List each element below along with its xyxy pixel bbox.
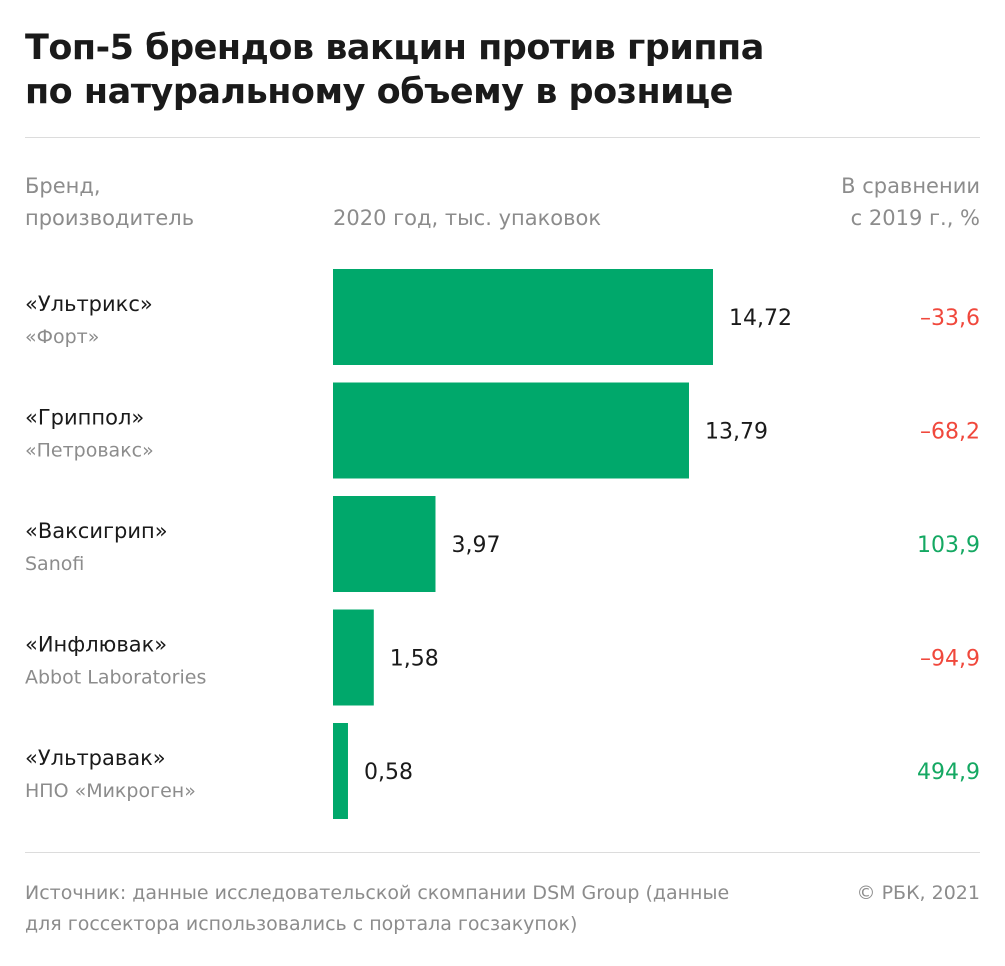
bottom-divider [25, 852, 980, 853]
brand-label: «Ваксигрип» [25, 519, 168, 543]
top-divider [25, 137, 980, 138]
brand-column-header: Бренд, производитель [25, 170, 194, 234]
bar [333, 723, 348, 819]
value-column-header: 2020 год, тыс. упаковок [333, 206, 602, 230]
chart-title-line2: по натуральному объему в рознице [25, 72, 733, 112]
producer-label: НПО «Микроген» [25, 780, 196, 802]
bar [333, 269, 713, 365]
producer-label: Abbot Laboratories [25, 667, 206, 689]
producer-label: Sanofi [25, 553, 84, 575]
brand-label: «Ультравак» [25, 746, 166, 770]
bar-chart: «Ультрикс» «Форт» 14,72 –33,6 «Гриппол» «Петр… [25, 269, 980, 819]
brand-label: «Ультрикс» [25, 292, 153, 316]
producer-label: «Форт» [25, 326, 99, 348]
brand-header-line2: производитель [25, 206, 195, 230]
bar-value-label: 0,58 [364, 760, 413, 785]
change-value-label: –68,2 [920, 420, 980, 445]
bar [333, 609, 374, 706]
bar-value-label: 1,58 [390, 647, 439, 672]
change-header-line2: с 2019 г., % [850, 206, 980, 230]
change-header-line1: В сравнении [841, 174, 980, 198]
brand-label: «Гриппол» [25, 406, 144, 430]
bar [333, 496, 436, 592]
brand-label: «Инфлювак» [25, 633, 167, 657]
chart-title-line1: Топ-5 брендов вакцин против гриппа [25, 28, 764, 68]
bar-value-label: 3,97 [451, 533, 500, 558]
change-value-label: 494,9 [917, 760, 980, 785]
change-value-label: 103,9 [917, 533, 980, 558]
change-column-header: В сравнении с 2019 г., % [841, 170, 980, 234]
bar [333, 382, 689, 479]
change-value-label: –33,6 [920, 306, 980, 331]
change-value-label: –94,9 [920, 647, 980, 672]
bar-value-label: 14,72 [729, 306, 792, 331]
source-note-line1: Источник: данные исследовательской скомп… [25, 882, 730, 904]
source-note: Источник: данные исследовательской скомп… [25, 878, 795, 940]
source-note-line2: для госсектора использовались с портала … [25, 913, 578, 935]
copyright: © РБК, 2021 [856, 882, 980, 904]
chart-title: Топ-5 брендов вакцин против гриппа по на… [25, 26, 985, 114]
bar-value-label: 13,79 [705, 420, 768, 445]
producer-label: «Петровакс» [25, 440, 154, 462]
brand-header-line1: Бренд, [25, 174, 101, 198]
